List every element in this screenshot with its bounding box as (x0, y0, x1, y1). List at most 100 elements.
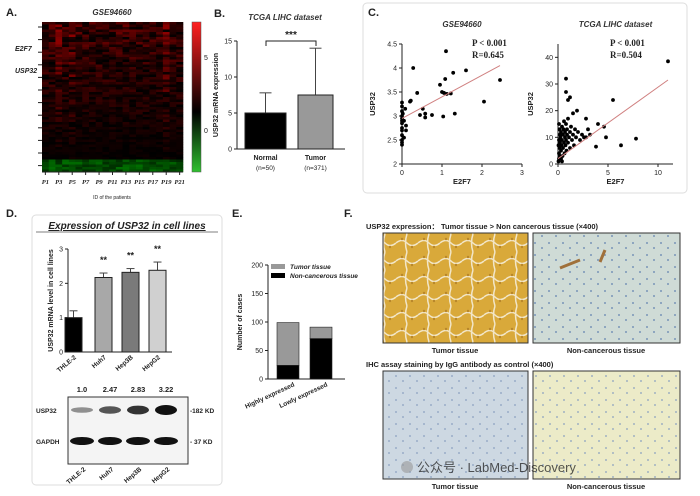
heatmap-cell (142, 164, 150, 168)
y-axis-label: Number of cases (237, 294, 244, 351)
heatmap-cell (122, 167, 130, 170)
heatmap-cell (176, 147, 184, 150)
x-tick-label: 0 (400, 170, 404, 177)
heatmap-cell (156, 152, 164, 155)
heatmap-cell (149, 32, 157, 35)
heatmap-cell (136, 132, 144, 135)
ihc-image-tumor (382, 232, 529, 344)
heatmap-cell (169, 124, 177, 128)
heatmap-cell (75, 67, 83, 70)
heatmap-cell (102, 72, 110, 75)
heatmap-cell (156, 72, 164, 75)
heatmap-cell (142, 47, 150, 50)
heatmap-cell (48, 152, 56, 155)
heatmap-cell (62, 94, 70, 98)
heatmap-cell (169, 162, 177, 165)
heatmap-cell (102, 127, 110, 130)
heatmap-cell (89, 139, 97, 143)
heatmap-cell (109, 69, 117, 73)
heatmap-cell (176, 119, 184, 123)
heatmap-cell (75, 109, 83, 113)
heatmap-cell (68, 79, 76, 83)
data-point (559, 148, 563, 153)
heatmap-cell (156, 64, 164, 68)
heatmap-cell (115, 57, 123, 60)
heatmap-cell (129, 79, 137, 83)
heatmap-cell (82, 89, 90, 93)
heatmap-cell (62, 54, 70, 58)
heatmap-cell (82, 104, 90, 108)
heatmap-cell (129, 102, 137, 105)
heatmap-cell (109, 132, 117, 135)
blot-row-label: USP32 (36, 408, 57, 415)
quantification-label: 3.22 (159, 385, 174, 394)
heatmap-cell (55, 62, 63, 65)
heatmap-cell (115, 39, 123, 43)
lane-label: HepG2 (151, 466, 172, 485)
heatmap-cell (42, 164, 50, 168)
heatmap-cell (176, 142, 184, 145)
heatmap-cell (62, 69, 70, 73)
heatmap-cell (122, 122, 130, 125)
heatmap-cell (149, 109, 157, 113)
heatmap-cell (75, 57, 83, 60)
heatmap-cell (169, 132, 177, 135)
data-point (400, 104, 404, 109)
data-point (566, 98, 570, 102)
heatmap-cell (62, 127, 70, 130)
heatmap-cell (75, 22, 83, 25)
heatmap-cell (169, 72, 177, 75)
heatmap-cell (169, 97, 177, 100)
y-tick-label: 50 (255, 348, 263, 355)
heatmap-cell (95, 34, 103, 38)
heatmap-cell (109, 134, 117, 138)
heatmap-cell (162, 99, 170, 103)
heatmap-cell (162, 39, 170, 43)
heatmap-cell (162, 59, 170, 63)
heatmap-cell (136, 39, 144, 43)
heatmap-cell (109, 99, 117, 103)
heatmap-cell (142, 39, 150, 43)
heatmap-cell (62, 104, 70, 108)
data-point (408, 98, 413, 103)
heatmap-cell (122, 129, 130, 133)
heatmap-cell (142, 84, 150, 88)
heatmap-cell (48, 89, 56, 93)
heatmap-cell (115, 149, 123, 153)
heatmap-cell (149, 139, 157, 143)
heatmap-cell (75, 97, 83, 100)
heatmap-cell (176, 74, 184, 78)
data-point (567, 135, 571, 140)
data-point (602, 124, 606, 129)
heatmap-cell (169, 164, 177, 168)
heatmap-cell (82, 129, 90, 133)
heatmap-cell (122, 44, 130, 48)
heatmap-cell (68, 157, 76, 160)
heatmap-cell (75, 24, 83, 28)
heatmap-cell (169, 34, 177, 38)
heatmap-cell (102, 39, 110, 43)
heatmap-cell (169, 44, 177, 48)
heatmap-cell (55, 139, 63, 143)
heatmap-cell (169, 104, 177, 108)
heatmap-cell (136, 87, 144, 90)
heatmap-cell (75, 134, 83, 138)
heatmap-cell (109, 42, 117, 45)
heatmap-cell (109, 97, 117, 100)
heatmap-cell (115, 22, 123, 25)
panel-d-title: Expression of USP32 in cell lines (48, 221, 206, 232)
heatmap-cell (169, 92, 177, 95)
heatmap-cell (156, 84, 164, 88)
heatmap-cell (89, 147, 97, 150)
heatmap-cell (142, 72, 150, 75)
heatmap-cell (89, 89, 97, 93)
heatmap-cell (82, 164, 90, 168)
heatmap-cell (136, 82, 144, 85)
heatmap-cell (89, 169, 97, 173)
heatmap-cell (42, 87, 50, 90)
heatmap-cell (82, 52, 90, 55)
heatmap-cell (162, 29, 170, 33)
heatmap-cell (55, 159, 63, 163)
heatmap-cell (55, 124, 63, 128)
heatmap-cell (48, 82, 56, 85)
